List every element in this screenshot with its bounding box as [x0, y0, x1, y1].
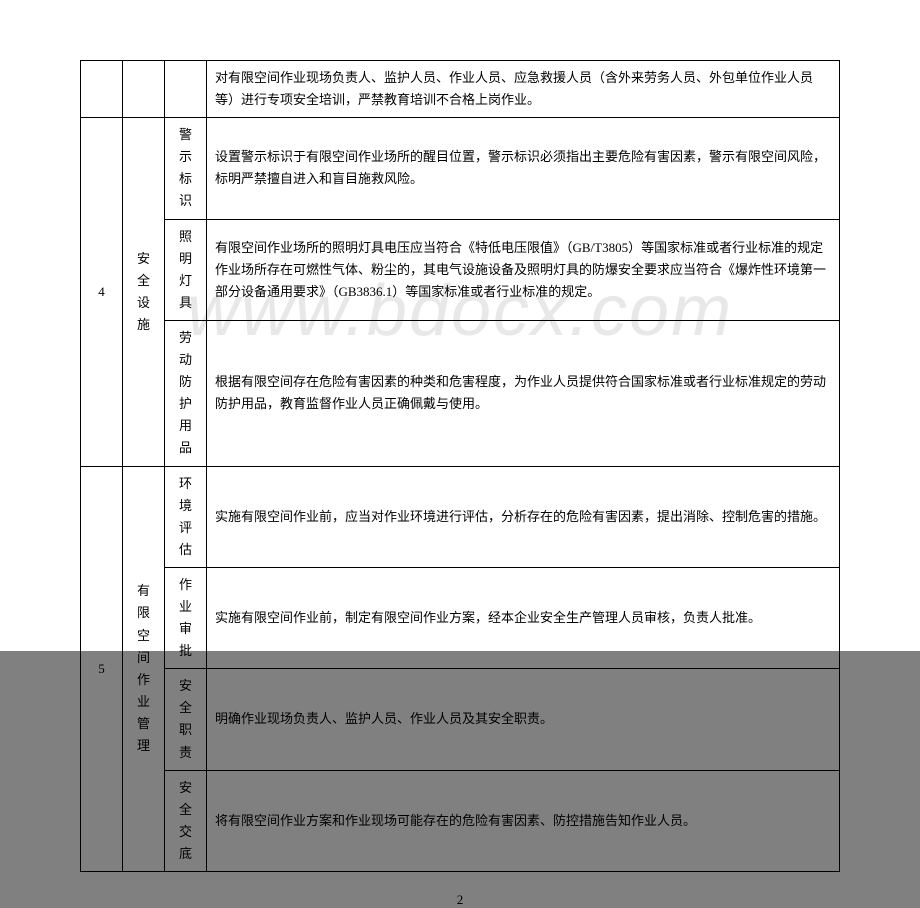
- table-cell: 劳动防护用品: [165, 320, 207, 466]
- table-cell: 安全交底: [165, 770, 207, 871]
- document-page: www.bdocx.com 对有限空间作业现场负责人、监护人员、作业人员、应急救…: [0, 0, 920, 651]
- table-cell: 设置警示标识于有限空间作业场所的醒目位置，警示标识必须指出主要危险有害因素，警示…: [207, 118, 840, 219]
- table-cell: 4: [81, 118, 123, 466]
- table-cell: 安全职责: [165, 669, 207, 770]
- table-row: 照明灯具有限空间作业场所的照明灯具电压应当符合《特低电压限值》（GB/T3805…: [81, 219, 840, 320]
- table-row: 4安全设施警示标识设置警示标识于有限空间作业场所的醒目位置，警示标识必须指出主要…: [81, 118, 840, 219]
- table-cell: 对有限空间作业现场负责人、监护人员、作业人员、应急救援人员（含外来劳务人员、外包…: [207, 61, 840, 118]
- safety-table: 对有限空间作业现场负责人、监护人员、作业人员、应急救援人员（含外来劳务人员、外包…: [80, 60, 840, 872]
- table-cell: 照明灯具: [165, 219, 207, 320]
- table-cell: 安全设施: [123, 118, 165, 466]
- table-cell: 5: [81, 466, 123, 872]
- table-cell: 实施有限空间作业前，制定有限空间作业方案，经本企业安全生产管理人员审核，负责人批…: [207, 567, 840, 668]
- table-row: 作业审批实施有限空间作业前，制定有限空间作业方案，经本企业安全生产管理人员审核，…: [81, 567, 840, 668]
- table-cell: [81, 61, 123, 118]
- table-cell: 有限空间作业场所的照明灯具电压应当符合《特低电压限值》（GB/T3805）等国家…: [207, 219, 840, 320]
- table-row: 安全交底将有限空间作业方案和作业现场可能存在的危险有害因素、防控措施告知作业人员…: [81, 770, 840, 871]
- table-cell: 作业审批: [165, 567, 207, 668]
- table-cell: [123, 61, 165, 118]
- table-cell: 警示标识: [165, 118, 207, 219]
- table-cell: 环境评估: [165, 466, 207, 567]
- page-number: 2: [0, 892, 920, 908]
- table-cell: [165, 61, 207, 118]
- table-row: 安全职责明确作业现场负责人、监护人员、作业人员及其安全职责。: [81, 669, 840, 770]
- table-row: 劳动防护用品根据有限空间存在危险有害因素的种类和危害程度，为作业人员提供符合国家…: [81, 320, 840, 466]
- table-cell: 实施有限空间作业前，应当对作业环境进行评估，分析存在的危险有害因素，提出消除、控…: [207, 466, 840, 567]
- table-row: 5有限空间作业管理环境评估实施有限空间作业前，应当对作业环境进行评估，分析存在的…: [81, 466, 840, 567]
- table-cell: 根据有限空间存在危险有害因素的种类和危害程度，为作业人员提供符合国家标准或者行业…: [207, 320, 840, 466]
- table-row: 对有限空间作业现场负责人、监护人员、作业人员、应急救援人员（含外来劳务人员、外包…: [81, 61, 840, 118]
- table-cell: 将有限空间作业方案和作业现场可能存在的危险有害因素、防控措施告知作业人员。: [207, 770, 840, 871]
- page-content: 对有限空间作业现场负责人、监护人员、作业人员、应急救援人员（含外来劳务人员、外包…: [0, 60, 920, 908]
- table-cell: 明确作业现场负责人、监护人员、作业人员及其安全职责。: [207, 669, 840, 770]
- table-cell: 有限空间作业管理: [123, 466, 165, 872]
